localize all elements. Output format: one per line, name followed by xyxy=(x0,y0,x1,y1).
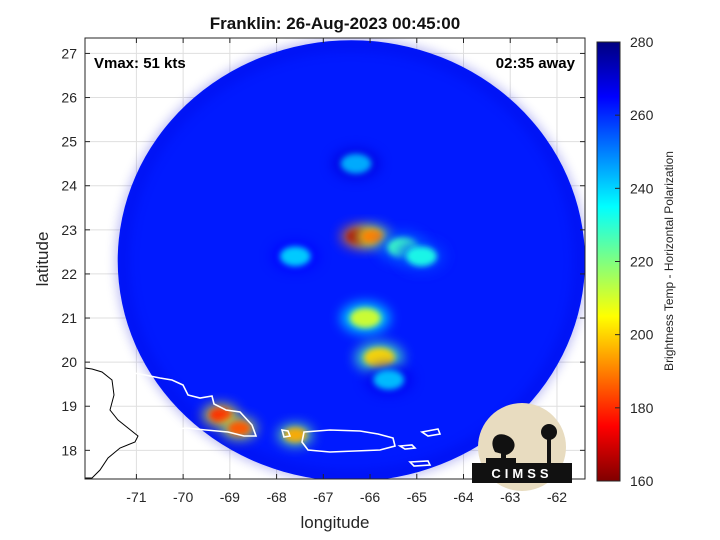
y-tick-label: 21 xyxy=(61,310,77,326)
logo-tower-leg xyxy=(547,438,551,464)
x-axis-label: longitude xyxy=(300,513,369,532)
swath-disc xyxy=(117,40,585,479)
logo-banner xyxy=(472,463,572,483)
logo-dish-stand xyxy=(501,452,506,462)
x-tick-label: -71 xyxy=(126,489,146,505)
y-tick-label: 26 xyxy=(61,90,77,106)
y-tick-label: 24 xyxy=(61,178,77,194)
x-tick-label: -65 xyxy=(407,489,427,505)
cold-feature xyxy=(340,153,372,174)
cold-feature xyxy=(349,308,381,328)
colorbar-tick-label: 280 xyxy=(630,34,654,50)
x-tick-label: -63 xyxy=(500,489,520,505)
logo-building xyxy=(486,458,516,466)
cold-feature xyxy=(363,347,395,368)
cold-feature xyxy=(284,427,307,443)
x-axis-ticks: -71 -70 -69 -68 -67 -66 -65 -64 -63 -62 xyxy=(126,38,567,505)
logo-dish xyxy=(492,434,515,455)
colorbar: 160 180 200 220 240 260 280 Brightness Temp - … xyxy=(596,34,676,489)
colorbar-ticks: 160 180 200 220 240 260 280 xyxy=(615,34,654,489)
turks-coastline xyxy=(85,277,106,290)
coastlines xyxy=(85,277,442,467)
logo-text: CIMSS xyxy=(491,466,552,481)
colorbar-tick-label: 240 xyxy=(630,180,654,196)
cold-feature xyxy=(373,369,405,390)
cold-feature xyxy=(279,246,311,267)
y-tick-label: 20 xyxy=(61,354,77,370)
landmass-outside-swath xyxy=(85,367,139,479)
plot-frame xyxy=(84,37,586,480)
hispaniola-land xyxy=(85,367,139,479)
y-axis-ticks: 18 19 20 21 22 23 24 25 26 27 xyxy=(61,45,585,458)
microwave-swath xyxy=(117,39,585,479)
puerto-rico-coastline xyxy=(301,429,396,453)
st-croix-coastline xyxy=(408,460,432,467)
colorbar-tick-label: 220 xyxy=(630,254,654,270)
y-tick-label: 18 xyxy=(61,442,77,458)
vmax-annotation: Vmax: 51 kts xyxy=(94,55,186,72)
x-tick-label: -64 xyxy=(453,489,473,505)
y-axis-label: latitude xyxy=(33,232,52,287)
chart-title: Franklin: 26-Aug-2023 00:45:00 xyxy=(210,14,460,33)
y-tick-label: 23 xyxy=(61,222,77,238)
y-tick-label: 22 xyxy=(61,266,77,282)
colorbar-tick-label: 160 xyxy=(630,473,654,489)
mona-island-coastline xyxy=(280,429,292,438)
vieques-coastline xyxy=(397,444,417,450)
colorbar-label: Brightness Temp - Horizontal Polarizatio… xyxy=(662,151,676,371)
logo-tower-top xyxy=(541,424,557,440)
cimss-logo: CIMSS xyxy=(472,403,572,491)
x-tick-label: -69 xyxy=(220,489,240,505)
colorbar-tick-label: 180 xyxy=(630,400,654,416)
colorbar-tick-label: 200 xyxy=(630,327,654,343)
swath-rim xyxy=(117,39,585,479)
x-tick-label: -62 xyxy=(547,489,567,505)
cold-feature xyxy=(209,407,232,423)
x-tick-label: -70 xyxy=(173,489,193,505)
x-tick-label: -68 xyxy=(266,489,286,505)
x-tick-label: -67 xyxy=(313,489,333,505)
time-away-annotation: 02:35 away xyxy=(496,55,576,72)
cold-feature xyxy=(228,421,251,436)
x-tick-label: -66 xyxy=(360,489,380,505)
plot-area: -71 -70 -69 -68 -67 -66 -65 -64 -63 -62 18 19 20 21 2… xyxy=(61,37,586,505)
y-tick-label: 25 xyxy=(61,134,77,150)
y-tick-label: 19 xyxy=(61,398,77,414)
colorbar-tick-label: 260 xyxy=(630,107,654,123)
y-tick-label: 27 xyxy=(61,45,77,61)
hispaniola-coastline xyxy=(85,367,258,461)
cold-feature xyxy=(361,229,384,244)
virgin-islands-coastline xyxy=(419,428,442,437)
cold-feature xyxy=(406,246,437,267)
